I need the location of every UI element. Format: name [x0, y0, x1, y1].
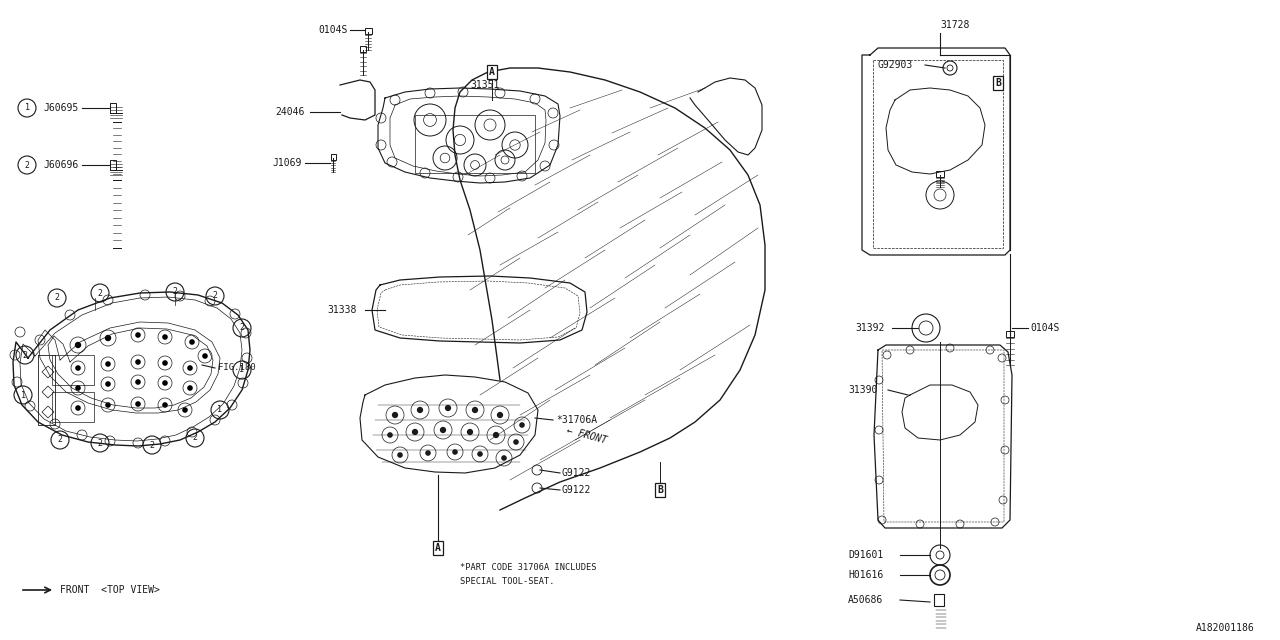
Circle shape [105, 402, 111, 408]
Circle shape [502, 455, 507, 461]
Text: 2: 2 [97, 438, 102, 447]
Bar [365, 28, 372, 34]
Text: D91601: D91601 [849, 550, 883, 560]
Text: 0104S: 0104S [1030, 323, 1060, 333]
Text: 24046: 24046 [275, 107, 305, 117]
Bar [360, 46, 366, 52]
Bar [415, 115, 535, 173]
Text: 2: 2 [55, 294, 59, 303]
Circle shape [493, 432, 499, 438]
Circle shape [417, 407, 424, 413]
Text: 2: 2 [173, 287, 178, 296]
Text: 31390: 31390 [849, 385, 877, 395]
Bar [332, 154, 335, 160]
Circle shape [76, 405, 81, 411]
Text: 31351: 31351 [470, 80, 499, 90]
Text: 31728: 31728 [940, 20, 969, 30]
Text: A: A [489, 67, 495, 77]
Text: 2: 2 [24, 161, 29, 170]
Circle shape [182, 407, 188, 413]
Bar [110, 103, 116, 113]
Text: 2: 2 [212, 291, 218, 301]
Circle shape [163, 402, 168, 408]
Circle shape [513, 439, 518, 445]
Bar [110, 160, 116, 170]
Text: FRONT  <TOP VIEW>: FRONT <TOP VIEW> [60, 585, 160, 595]
Bar [52, 355, 93, 385]
Text: 2: 2 [239, 323, 244, 333]
Text: 31338: 31338 [326, 305, 356, 315]
Text: FIG.180: FIG.180 [218, 364, 256, 372]
Text: *PART CODE 31706A INCLUDES: *PART CODE 31706A INCLUDES [460, 563, 596, 573]
Circle shape [105, 361, 111, 367]
Bar [936, 171, 945, 177]
Circle shape [163, 360, 168, 366]
Circle shape [136, 401, 141, 407]
Circle shape [440, 427, 447, 433]
Text: 2: 2 [97, 289, 102, 298]
Circle shape [445, 405, 451, 411]
Text: 1: 1 [20, 390, 26, 399]
Text: H01616: H01616 [849, 570, 883, 580]
Circle shape [397, 452, 403, 458]
Text: G9122: G9122 [562, 468, 591, 478]
Circle shape [467, 429, 474, 435]
Text: A182001186: A182001186 [1197, 623, 1254, 633]
Circle shape [105, 381, 111, 387]
Bar [1006, 331, 1014, 337]
Text: 31392: 31392 [855, 323, 884, 333]
Circle shape [425, 450, 431, 456]
Circle shape [497, 412, 503, 418]
Text: J60695: J60695 [44, 103, 78, 113]
Text: SPECIAL TOOL-SEAT.: SPECIAL TOOL-SEAT. [460, 577, 554, 586]
Circle shape [136, 379, 141, 385]
Text: A: A [435, 543, 440, 553]
Text: B: B [995, 78, 1001, 88]
Circle shape [163, 380, 168, 386]
Circle shape [76, 385, 81, 391]
Text: J1069: J1069 [273, 158, 301, 168]
Circle shape [136, 332, 141, 338]
Text: 2: 2 [192, 433, 197, 442]
Text: *31706A: *31706A [556, 415, 598, 425]
Text: G92903: G92903 [878, 60, 913, 70]
Text: 1: 1 [218, 406, 223, 415]
Text: J60696: J60696 [44, 160, 78, 170]
Circle shape [105, 335, 111, 341]
Text: B: B [657, 485, 663, 495]
Text: 2: 2 [150, 440, 155, 449]
Circle shape [163, 334, 168, 340]
Bar [52, 392, 93, 422]
Text: 0104S: 0104S [317, 25, 347, 35]
Circle shape [74, 342, 81, 348]
Text: G9122: G9122 [562, 485, 591, 495]
Text: 1: 1 [24, 104, 29, 113]
Circle shape [187, 365, 193, 371]
Circle shape [136, 359, 141, 365]
Circle shape [520, 422, 525, 428]
Bar [934, 594, 945, 606]
Text: 2: 2 [23, 351, 27, 360]
Circle shape [477, 451, 483, 457]
Circle shape [189, 339, 195, 345]
Circle shape [412, 429, 419, 435]
Circle shape [202, 353, 207, 359]
Circle shape [452, 449, 458, 455]
Text: ← FRONT: ← FRONT [564, 425, 607, 445]
Text: 2: 2 [58, 435, 63, 445]
Circle shape [187, 385, 193, 391]
Circle shape [392, 412, 398, 418]
Text: A50686: A50686 [849, 595, 883, 605]
Circle shape [472, 407, 479, 413]
Circle shape [76, 365, 81, 371]
Circle shape [387, 432, 393, 438]
Text: 1: 1 [239, 365, 244, 374]
